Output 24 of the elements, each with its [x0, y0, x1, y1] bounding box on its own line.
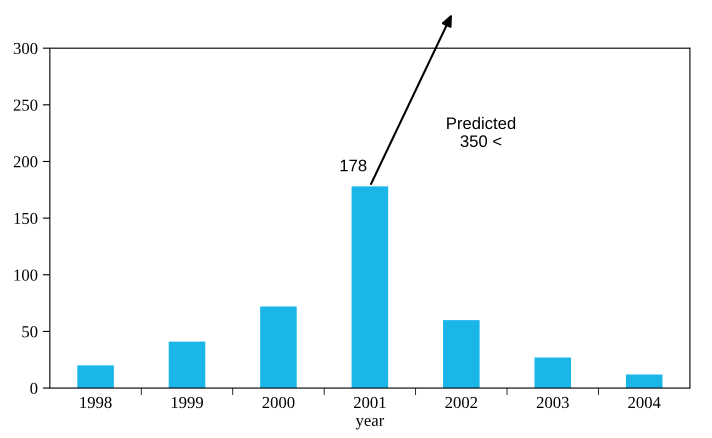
y-tick-label: 0: [30, 382, 38, 394]
bar: [168, 342, 206, 388]
bar: [352, 186, 388, 388]
bar: [626, 374, 662, 388]
bar: [77, 365, 114, 388]
x-tick-label: 1999: [172, 396, 203, 408]
bar: [443, 320, 480, 388]
x-tick-label: 2004: [628, 396, 661, 408]
x-tick-label: 2002: [445, 396, 478, 408]
y-tick-label: 300: [14, 42, 38, 54]
data-label: 178: [340, 160, 366, 172]
x-tick-label: 1998: [80, 396, 112, 408]
annotation: Predicted 350 <: [447, 116, 516, 148]
y-tick-label: 150: [14, 212, 38, 224]
x-axis-title: year: [356, 418, 384, 430]
bar: [260, 306, 297, 388]
y-tick-label: 250: [14, 100, 38, 111]
x-tick-label: 2001: [354, 396, 386, 408]
x-tick-label: 2000: [262, 396, 294, 408]
y-tick-label: 100: [14, 269, 38, 281]
y-tick-label: 200: [14, 156, 38, 168]
x-tick-label: 2003: [536, 396, 569, 408]
y-tick-label: 50: [22, 326, 38, 338]
bar: [534, 357, 572, 388]
